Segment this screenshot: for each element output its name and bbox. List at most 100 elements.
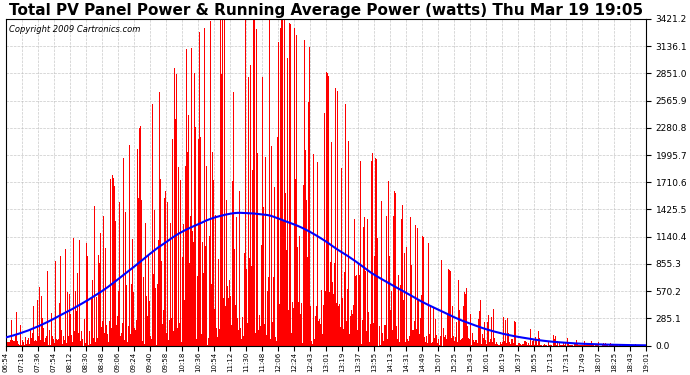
- Bar: [620, 345, 621, 346]
- Bar: [184, 300, 186, 346]
- Bar: [16, 312, 17, 346]
- Bar: [173, 331, 174, 346]
- Bar: [431, 343, 432, 346]
- Bar: [174, 68, 175, 346]
- Bar: [295, 179, 296, 346]
- Bar: [511, 339, 512, 346]
- Bar: [218, 259, 219, 346]
- Bar: [567, 338, 568, 346]
- Bar: [323, 305, 324, 346]
- Bar: [273, 277, 274, 346]
- Bar: [315, 316, 316, 346]
- Bar: [533, 340, 534, 346]
- Bar: [68, 244, 70, 346]
- Bar: [361, 344, 362, 346]
- Bar: [605, 343, 606, 346]
- Bar: [239, 190, 240, 346]
- Bar: [587, 345, 589, 346]
- Bar: [574, 344, 575, 346]
- Bar: [38, 336, 39, 346]
- Bar: [79, 240, 80, 346]
- Bar: [275, 337, 276, 346]
- Bar: [439, 345, 440, 346]
- Bar: [123, 158, 124, 346]
- Bar: [362, 320, 363, 346]
- Text: Copyright 2009 Cartronics.com: Copyright 2009 Cartronics.com: [9, 26, 140, 34]
- Bar: [304, 40, 305, 346]
- Bar: [63, 336, 64, 346]
- Bar: [311, 341, 312, 346]
- Bar: [154, 210, 155, 346]
- Bar: [405, 342, 406, 346]
- Bar: [70, 314, 71, 346]
- Bar: [15, 336, 16, 346]
- Title: Total PV Panel Power & Running Average Power (watts) Thu Mar 19 19:05: Total PV Panel Power & Running Average P…: [9, 3, 643, 18]
- Bar: [235, 305, 236, 346]
- Bar: [538, 331, 539, 346]
- Bar: [366, 331, 367, 346]
- Bar: [570, 345, 571, 346]
- Bar: [403, 300, 404, 346]
- Bar: [382, 333, 383, 346]
- Bar: [481, 344, 482, 346]
- Bar: [35, 340, 36, 346]
- Bar: [484, 322, 485, 346]
- Bar: [86, 243, 87, 346]
- Bar: [421, 295, 422, 346]
- Bar: [543, 345, 544, 346]
- Bar: [495, 344, 496, 346]
- Bar: [392, 330, 393, 346]
- Bar: [302, 343, 303, 346]
- Bar: [129, 145, 130, 346]
- Bar: [250, 65, 251, 346]
- Bar: [411, 266, 412, 346]
- Bar: [33, 306, 34, 346]
- Bar: [271, 146, 273, 346]
- Bar: [598, 342, 599, 346]
- Bar: [499, 345, 500, 346]
- Bar: [404, 254, 405, 346]
- Bar: [569, 345, 570, 346]
- Bar: [232, 181, 233, 346]
- Bar: [591, 342, 592, 346]
- Bar: [158, 240, 159, 346]
- Bar: [384, 326, 386, 346]
- Bar: [368, 312, 369, 346]
- Bar: [6, 341, 7, 346]
- Bar: [353, 305, 354, 346]
- Bar: [47, 272, 48, 346]
- Bar: [51, 313, 52, 346]
- Bar: [381, 201, 382, 346]
- Bar: [370, 324, 371, 346]
- Bar: [99, 263, 100, 346]
- Bar: [308, 102, 309, 346]
- Bar: [130, 334, 131, 346]
- Bar: [450, 271, 451, 346]
- Bar: [101, 327, 102, 346]
- Bar: [151, 339, 152, 346]
- Bar: [213, 180, 215, 346]
- Bar: [39, 279, 41, 346]
- Bar: [31, 338, 32, 346]
- Bar: [241, 19, 242, 346]
- Bar: [108, 342, 109, 346]
- Bar: [125, 212, 126, 346]
- Bar: [74, 331, 75, 346]
- Bar: [132, 292, 134, 346]
- Bar: [437, 343, 438, 346]
- Bar: [144, 344, 145, 346]
- Bar: [113, 178, 115, 346]
- Bar: [192, 48, 193, 346]
- Bar: [254, 19, 255, 346]
- Bar: [61, 310, 62, 346]
- Bar: [537, 330, 538, 346]
- Bar: [97, 336, 99, 346]
- Bar: [134, 269, 135, 346]
- Bar: [67, 292, 68, 346]
- Bar: [399, 342, 400, 346]
- Bar: [124, 340, 125, 346]
- Bar: [90, 341, 91, 346]
- Bar: [163, 324, 164, 346]
- Bar: [25, 337, 26, 346]
- Bar: [289, 23, 290, 346]
